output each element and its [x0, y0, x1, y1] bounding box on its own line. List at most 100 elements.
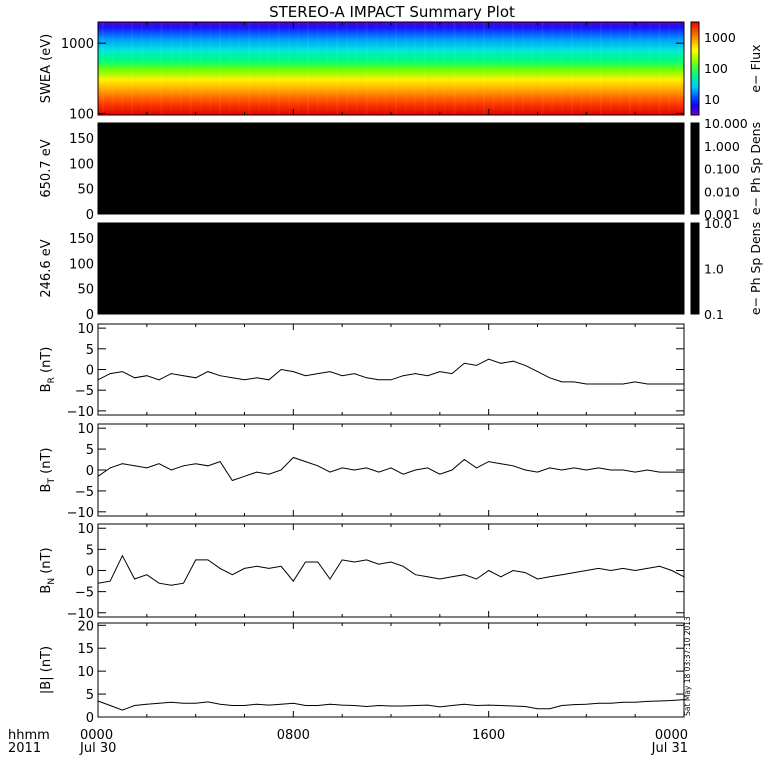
data-point	[231, 574, 233, 576]
x-tick-label: 1600	[472, 728, 505, 743]
data-point	[646, 701, 648, 702]
data-point	[598, 702, 599, 704]
data-point	[195, 463, 197, 465]
data-point	[415, 469, 416, 471]
data-point	[561, 574, 563, 576]
colorbar-scale	[690, 21, 700, 116]
data-point	[146, 574, 148, 576]
data-point	[292, 702, 294, 704]
data-point	[183, 375, 184, 377]
y-tick-label: 10	[77, 322, 94, 337]
data-point	[244, 567, 245, 569]
colorbar-label: e− Flux	[748, 44, 763, 92]
data-point	[524, 706, 526, 707]
y-tick-label: 10	[77, 522, 94, 537]
data-point	[573, 467, 575, 469]
y-tick-label: 5	[86, 443, 94, 458]
data-point	[195, 377, 197, 379]
data-point	[195, 559, 197, 561]
data-point	[451, 469, 453, 471]
data-point	[341, 467, 343, 469]
data-point	[317, 705, 319, 706]
x-tick-label: 0000	[80, 728, 113, 743]
y-tick-label: 100	[69, 257, 94, 272]
colorbar-scale	[690, 122, 700, 215]
data-point	[439, 578, 441, 580]
data-point	[134, 705, 136, 706]
y-axis-label: BT (nT)	[39, 448, 57, 493]
data-point	[561, 469, 563, 471]
data-point	[268, 567, 270, 569]
y-axis-label: |B| (nT)	[39, 646, 54, 694]
data-point	[585, 383, 587, 385]
data-point	[219, 567, 221, 569]
data-point	[329, 578, 331, 580]
data-point	[634, 570, 636, 571]
data-point	[402, 473, 404, 475]
data-point	[122, 463, 123, 465]
data-point	[622, 383, 624, 385]
y-tick-label: 150	[69, 232, 94, 247]
data-point	[268, 379, 270, 381]
y-tick-label: 100	[69, 107, 94, 122]
data-point	[500, 705, 502, 706]
data-point	[427, 576, 429, 578]
data-point	[646, 469, 648, 471]
data-point	[427, 375, 429, 377]
colorbar-tick-label: 10.0	[704, 216, 732, 231]
data-point	[622, 567, 624, 569]
data-point	[207, 559, 209, 561]
data-point	[634, 381, 636, 383]
data-point	[512, 360, 514, 362]
data-point	[292, 457, 294, 458]
data-point	[219, 375, 221, 377]
data-point	[207, 371, 209, 372]
data-point	[305, 375, 306, 377]
colorbar-tick-label: 0.100	[704, 162, 740, 177]
data-point	[280, 469, 282, 471]
data-point	[158, 463, 160, 465]
data-point	[500, 362, 502, 364]
data-point	[671, 570, 673, 571]
data-point	[524, 572, 526, 574]
colorbar-tick-label: 100	[704, 61, 728, 76]
data-point	[329, 471, 331, 473]
y-tick-label: 20	[77, 619, 94, 634]
data-point	[219, 461, 221, 463]
y-tick-label: 5	[86, 543, 94, 558]
data-point	[671, 383, 673, 385]
y-tick-label: 50	[77, 283, 94, 298]
data-point	[610, 383, 612, 385]
data-point	[402, 705, 404, 707]
data-point	[512, 705, 514, 707]
data-point	[451, 705, 453, 706]
panel-swea: 10 100 1000 e− Flux 100 1000 SWEA (eV)	[39, 21, 763, 122]
x-tick-label: 0000	[655, 728, 688, 743]
data-point	[268, 473, 270, 475]
y-tick-label: 0	[86, 711, 94, 726]
data-point	[329, 703, 331, 705]
data-point	[390, 705, 392, 707]
panel-pad246: 0.1 1.0 10.0 e− Ph Sp Dens 0 50 100 150 246.6 eV	[39, 216, 763, 323]
colorbar-pad650: 0.001 0.010 0.100 1.000 10.000 e− Ph Sp Dens	[690, 116, 763, 222]
panel-bt: −10 −5 0 5 10 BT (nT)	[39, 422, 685, 521]
data-point	[366, 467, 367, 469]
y-tick-label: 15	[77, 642, 94, 657]
data-point	[415, 373, 416, 375]
pitch-angle-map-pad246	[98, 223, 684, 314]
y-tick-label: −5	[75, 586, 94, 601]
data-point	[122, 555, 123, 557]
data-point	[488, 461, 490, 463]
y-tick-label: 10	[77, 665, 94, 680]
data-point	[390, 561, 392, 563]
y-axis-label: 650.7 eV	[39, 139, 54, 197]
y-tick-label: 100	[69, 157, 94, 172]
data-point	[109, 373, 111, 375]
data-point	[170, 469, 172, 471]
y-tick-label: −10	[67, 405, 94, 420]
colorbar-tick-label: 0.001	[704, 207, 740, 222]
data-point	[170, 701, 172, 703]
colorbar-tick-label: 10.000	[704, 116, 748, 131]
data-point	[280, 369, 282, 370]
